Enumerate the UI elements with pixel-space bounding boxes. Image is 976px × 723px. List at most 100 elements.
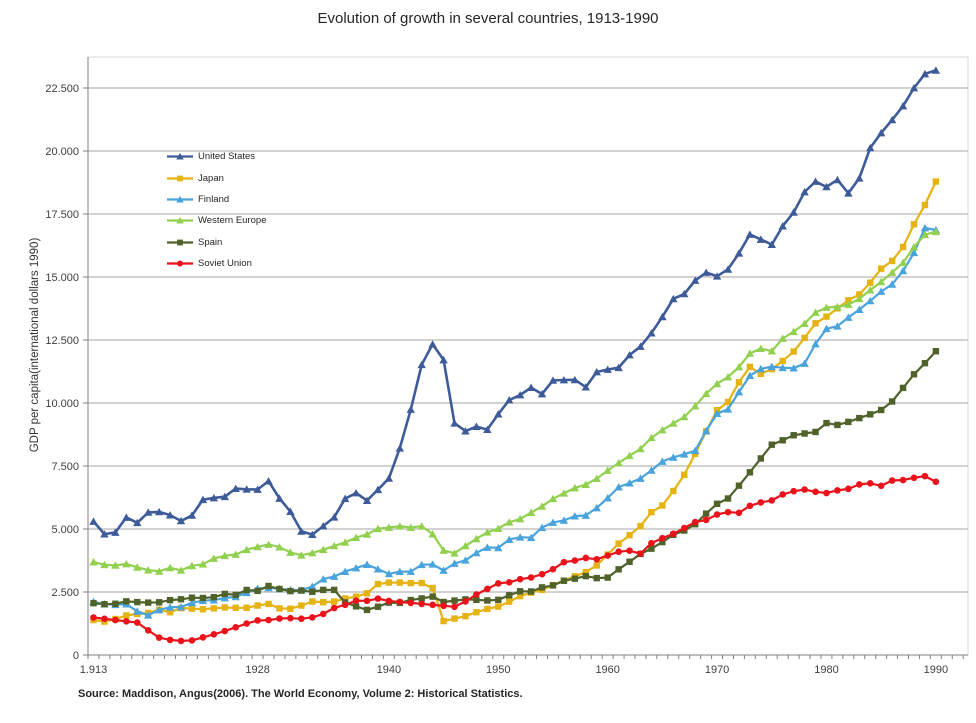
data-point-marker [899, 243, 907, 251]
data-point-marker [264, 477, 273, 485]
data-point-marker [101, 601, 108, 608]
data-point-marker [100, 530, 109, 538]
data-point-marker [340, 494, 350, 503]
data-point-marker [505, 396, 514, 404]
data-point-marker [330, 586, 338, 594]
data-point-marker [845, 418, 852, 426]
data-point-marker [701, 268, 711, 276]
data-point-marker [176, 602, 186, 611]
data-point-marker [844, 313, 853, 321]
data-point-marker [789, 208, 798, 216]
data-point-marker [406, 567, 415, 575]
data-point-marker [537, 523, 547, 532]
data-point-marker [505, 518, 514, 526]
data-point-marker [745, 371, 755, 380]
data-point-marker [920, 230, 930, 239]
data-point-marker [822, 324, 831, 333]
data-point-marker [232, 591, 239, 599]
data-point-marker [549, 565, 557, 573]
legend-label: Soviet Union [198, 258, 252, 270]
data-point-marker [593, 574, 600, 582]
data-point-marker [199, 634, 207, 641]
data-point-marker [243, 604, 250, 612]
legend-item-spain: Spain [166, 232, 266, 253]
data-point-marker [779, 357, 786, 365]
data-point-marker [166, 596, 174, 604]
legend-swatch-spain-icon [167, 239, 193, 246]
data-point-marker [275, 543, 284, 551]
data-point-marker [559, 516, 569, 524]
data-point-marker [593, 555, 601, 563]
data-point-marker [101, 615, 108, 623]
data-point-marker [823, 313, 830, 320]
legend-item-united-states: United States [166, 146, 266, 167]
data-point-marker [155, 634, 163, 641]
data-point-marker [932, 478, 940, 486]
data-point-marker [243, 586, 250, 594]
data-point-marker [298, 602, 305, 609]
data-point-marker [100, 560, 109, 569]
data-point-marker [910, 371, 918, 378]
data-point-marker [670, 530, 677, 538]
data-point-marker [856, 291, 863, 298]
data-point-marker [198, 560, 208, 568]
data-point-marker [472, 534, 481, 543]
data-point-marker [604, 574, 611, 581]
series-spain [90, 348, 940, 614]
data-point-marker [494, 580, 502, 587]
data-point-marker [833, 322, 842, 330]
data-point-marker [461, 427, 470, 435]
data-point-marker [122, 513, 131, 521]
data-point-marker [374, 580, 382, 588]
data-point-marker [253, 542, 262, 551]
data-point-marker [647, 433, 656, 442]
data-point-marker [626, 558, 633, 565]
data-point-marker [910, 474, 918, 482]
data-point-marker [723, 373, 733, 381]
data-point-marker [320, 598, 327, 606]
data-point-marker [123, 598, 130, 605]
data-point-marker [712, 409, 722, 418]
data-point-marker [571, 557, 579, 564]
data-point-marker [887, 115, 897, 124]
data-point-marker [210, 605, 218, 612]
data-point-marker [374, 595, 382, 602]
data-point-marker [527, 574, 535, 581]
data-point-marker [286, 548, 295, 556]
data-point-marker [406, 523, 415, 531]
data-point-marker [351, 564, 361, 572]
legend-label: Japan [198, 172, 224, 184]
data-point-marker [691, 446, 700, 455]
data-point-marker [166, 609, 174, 616]
data-point-marker [440, 617, 447, 625]
data-point-marker [888, 477, 896, 484]
data-point-marker [384, 569, 394, 578]
data-point-marker [429, 593, 436, 600]
legend-item-finland: Finland [166, 189, 266, 210]
data-point-marker [484, 605, 491, 613]
data-point-marker [450, 419, 459, 427]
legend-swatch-japan-icon [167, 175, 193, 181]
data-point-marker [265, 582, 272, 590]
data-point-marker [724, 495, 732, 502]
data-point-marker [265, 616, 272, 624]
data-point-marker [735, 379, 743, 386]
data-point-marker [932, 348, 940, 355]
data-point-marker [888, 257, 896, 265]
data-point-marker [702, 510, 710, 517]
data-point-marker [385, 579, 393, 586]
data-point-marker [209, 493, 219, 502]
data-point-marker [855, 294, 864, 303]
data-point-marker [647, 329, 656, 337]
data-point-marker [845, 485, 852, 493]
data-point-marker [637, 550, 644, 557]
data-point-marker [570, 512, 580, 520]
legend-label: United States [198, 151, 256, 163]
data-point-marker [210, 593, 218, 601]
data-point-marker [373, 485, 383, 494]
data-point-marker [275, 494, 284, 502]
data-point-marker [909, 243, 919, 251]
data-point-marker [867, 279, 874, 286]
